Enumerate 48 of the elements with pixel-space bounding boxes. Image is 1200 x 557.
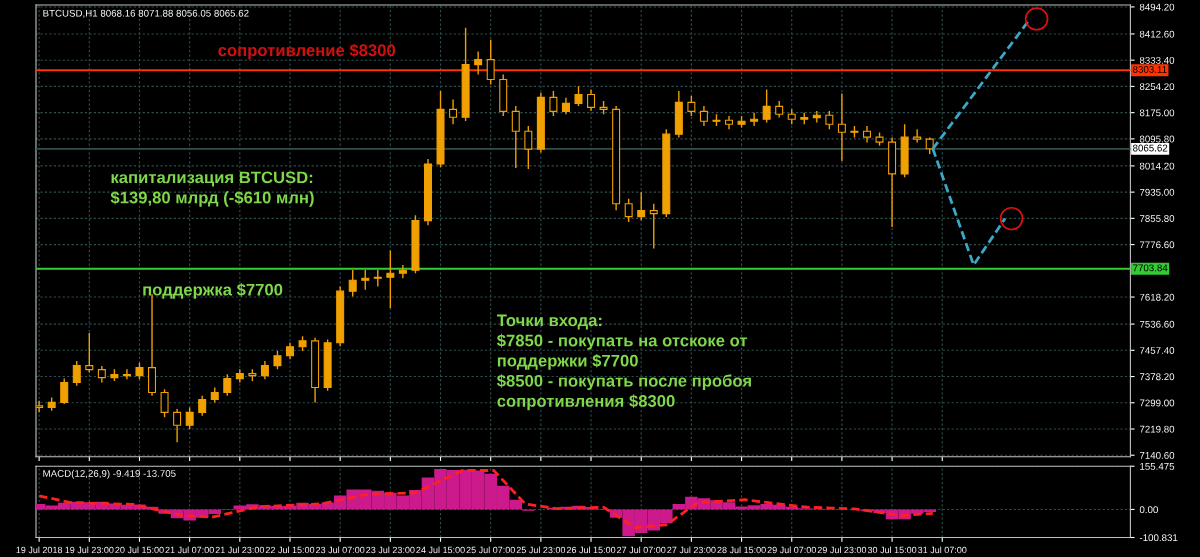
x-tick-label: 25 Jul 23:00 [516,546,566,554]
y-tick-label: 7855.80 [1139,215,1175,222]
x-tick-label: 27 Jul 23:00 [667,546,716,554]
y-tick-label: 7536.60 [1139,320,1175,328]
x-tick-label: 29 Jul 07:00 [767,546,816,554]
ref-line-label: 8303.11 [1133,65,1167,73]
y-tick-label: 0.00 [1139,506,1158,514]
x-tick-label: 22 Jul 15:00 [265,546,315,554]
chart-title: MACD(12,26,9) -9.419 -13.705 [43,469,176,479]
y-tick-label: -100.831 [1139,534,1178,542]
annotation: поддержка $7700 [143,283,283,299]
y-tick-label: 8254.20 [1139,83,1175,91]
y-tick-label: 7299.00 [1139,399,1175,407]
y-tick-label: 7140.60 [1139,451,1175,459]
y-tick-label: 7457.40 [1139,347,1175,354]
y-tick-label: 7618.20 [1139,293,1175,301]
chart-title: BTCUSD,H1 8068.16 8071.88 8056.05 8065.62 [43,9,249,18]
x-tick-label: 20 Jul 15:00 [115,546,164,554]
x-tick-label: 19 Jul 23:00 [65,546,114,554]
x-tick-label: 30 Jul 15:00 [867,546,917,554]
y-tick-label: 7776.60 [1139,241,1175,249]
y-tick-label: 155.475 [1140,463,1175,470]
x-tick-label: 23 Jul 23:00 [366,546,415,554]
x-tick-label: 29 Jul 23:00 [817,546,867,554]
annotation: Точки входа: $7850 - покупать на отскоке от поддержки $7700 $8500 - покупать после пробоя сопротивления $8300 [496,314,751,411]
y-tick-label: 8095.80 [1139,135,1175,143]
x-tick-label: 21 Jul 07:00 [165,546,214,554]
y-tick-label: 7219.80 [1139,425,1175,433]
ref-line-label: 7703.84 [1133,264,1168,272]
x-tick-label: 25 Jul 07:00 [466,546,515,554]
x-tick-label: 21 Jul 23:00 [215,546,265,554]
x-tick-label: 19 Jul 2018 [16,546,63,554]
x-tick-label: 27 Jul 07:00 [617,546,666,554]
annotation: сопротивление $8300 [218,43,396,60]
y-tick-label: 8014.20 [1139,162,1175,170]
annotation: капитализация BTCUSD: $139,80 млрд (-$610 млн) [110,171,314,207]
y-tick-label: 8333.40 [1139,56,1175,64]
y-tick-label: 8494.20 [1139,3,1175,11]
y-tick-label: 8175.00 [1139,109,1175,117]
x-tick-label: 28 Jul 15:00 [717,546,766,554]
x-tick-label: 26 Jul 15:00 [566,546,616,554]
y-tick-label: 7378.20 [1139,373,1175,381]
ref-line-label: 8065.62 [1133,144,1168,152]
x-tick-label: 24 Jul 15:00 [416,546,465,554]
x-tick-label: 31 Jul 07:00 [918,546,967,554]
y-tick-label: 8412.60 [1139,30,1175,38]
y-tick-label: 7935.00 [1139,188,1175,196]
x-tick-label: 23 Jul 07:00 [316,546,365,554]
